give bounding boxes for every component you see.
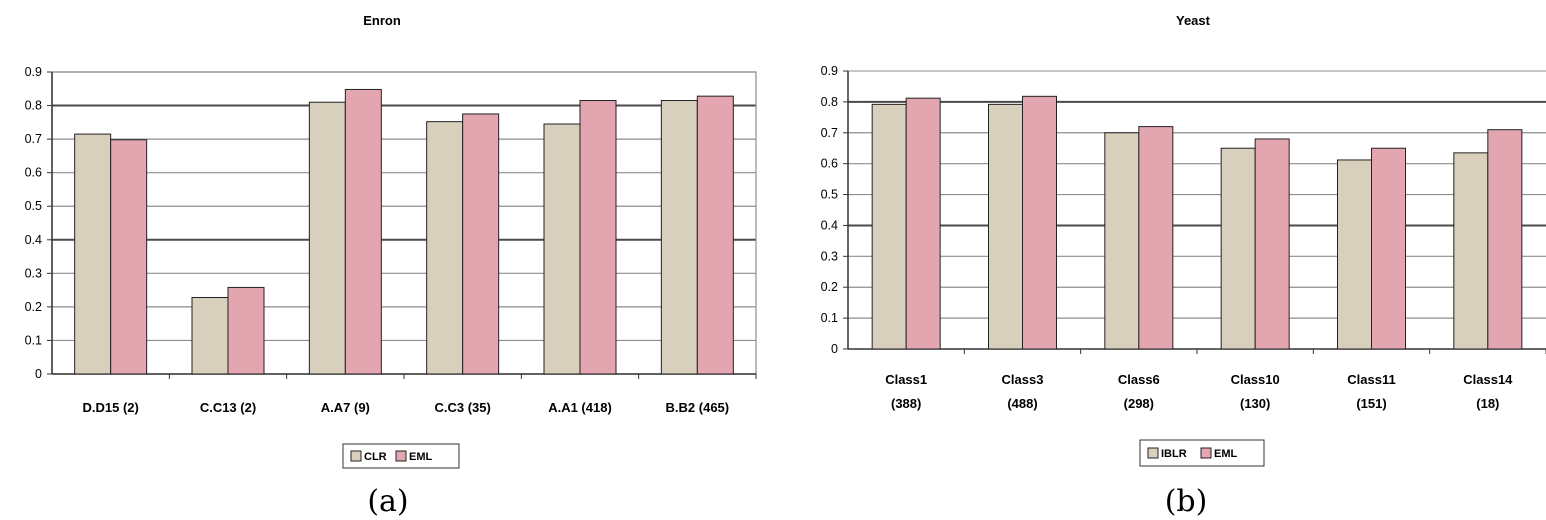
x-tick-label-line: A.A7 (9) <box>321 400 370 415</box>
legend-yeast: IBLR EML <box>1139 439 1265 467</box>
bar-iblr-1 <box>871 103 907 350</box>
y-tick-label: 0.8 <box>25 99 42 113</box>
bar-eml-4 <box>462 113 500 375</box>
legend-swatch-iblr <box>1147 447 1159 459</box>
y-tick-label: 0.1 <box>821 311 838 325</box>
x-tick-label: Class1 (388) <box>885 372 927 411</box>
legend-label-clr: CLR <box>364 451 387 463</box>
y-tick-label: 0 <box>35 367 42 381</box>
bar-clr-5 <box>543 123 581 375</box>
legend-label-eml: EML <box>1214 448 1238 460</box>
y-tick-label: 0.9 <box>25 65 42 79</box>
x-tick-label-line: Class11 <box>1347 372 1395 387</box>
x-tick-label: Class10 (130) <box>1231 372 1280 411</box>
x-tick-label-line: Class3 <box>1002 372 1044 387</box>
legend-label-iblr: IBLR <box>1161 448 1187 460</box>
x-tick-label: D.D15 (2) <box>82 400 138 415</box>
x-tick-label: Class6 (298) <box>1118 372 1160 411</box>
x-tick-label-line: B.B2 (465) <box>666 400 730 415</box>
y-tick-label: 0 <box>831 342 838 356</box>
bar-eml-2 <box>227 286 265 375</box>
y-tick-label: 0.2 <box>25 300 42 314</box>
bar-eml-5 <box>1371 147 1406 350</box>
bar-eml-2 <box>1022 95 1057 350</box>
y-tick-label: 0.3 <box>25 266 42 280</box>
y-tick-label: 0.4 <box>821 218 838 232</box>
x-tick-label-line: (298) <box>1124 396 1154 411</box>
bar-clr-3 <box>308 101 346 375</box>
bar-clr-2 <box>191 296 229 375</box>
legend-swatch-clr <box>350 450 362 462</box>
y-tick-label: 0.4 <box>25 233 42 247</box>
legend-swatch-eml <box>1200 447 1212 459</box>
y-tick-label: 0.1 <box>25 333 42 347</box>
bar-clr-4 <box>426 121 464 375</box>
bar-eml-1 <box>110 139 148 375</box>
x-tick-label-line: C.C13 (2) <box>200 400 256 415</box>
y-tick-label: 0.6 <box>821 157 838 171</box>
x-tick-label-line: Class14 <box>1463 372 1513 387</box>
x-tick-label-line: Class6 <box>1118 372 1160 387</box>
legend-swatch-eml <box>395 450 407 462</box>
y-tick-label: 0.6 <box>25 166 42 180</box>
bar-iblr-5 <box>1337 159 1372 350</box>
caption-a: (a) <box>367 484 408 519</box>
bar-eml-4 <box>1254 138 1290 350</box>
x-tick-label-line: (18) <box>1476 396 1499 411</box>
x-tick-label: Class14 (18) <box>1463 372 1513 411</box>
bar-clr-6 <box>660 100 698 375</box>
bar-eml-5 <box>579 100 617 375</box>
x-tick-label: A.A7 (9) <box>321 400 370 415</box>
x-tick-label-line: Class1 <box>885 372 927 387</box>
bar-eml-6 <box>1487 129 1523 350</box>
bar-iblr-2 <box>988 103 1023 350</box>
legend-enron: CLR EML <box>342 443 460 469</box>
x-tick-label: Class3 (488) <box>1002 372 1044 411</box>
x-tick-label: C.C3 (35) <box>434 400 490 415</box>
bar-clr-1 <box>74 133 112 375</box>
y-tick-label: 0.8 <box>821 95 838 109</box>
x-tick-label: Class11 (151) <box>1347 372 1395 411</box>
plot-frame <box>51 71 757 375</box>
x-tick-label-line: (488) <box>1007 396 1037 411</box>
x-tick-label-line: (130) <box>1240 396 1270 411</box>
bar-eml-3 <box>344 88 382 375</box>
x-tick-label: A.A1 (418) <box>548 400 612 415</box>
x-tick-label-line: A.A1 (418) <box>548 400 612 415</box>
y-tick-label: 0.7 <box>821 126 838 140</box>
y-tick-label: 0.3 <box>821 249 838 263</box>
x-tick-label: C.C13 (2) <box>200 400 256 415</box>
x-tick-label-line: (151) <box>1356 396 1386 411</box>
x-tick-label-line: (388) <box>891 396 921 411</box>
x-tick-label-line: C.C3 (35) <box>434 400 490 415</box>
y-tick-label: 0.5 <box>821 188 838 202</box>
y-tick-label: 0.9 <box>821 64 838 78</box>
chart-yeast: Yeast (b) 0 0.1 0.2 0.3 0.4 0.5 0.6 0.7 0.8 0.9 Cl… <box>821 13 1546 519</box>
y-tick-label: 0.5 <box>25 199 42 213</box>
bar-eml-1 <box>905 97 941 350</box>
chart-title-enron: Enron <box>363 13 401 28</box>
x-tick-label: B.B2 (465) <box>666 400 730 415</box>
bar-eml-6 <box>696 95 734 375</box>
chart-enron: Enron (a) 0 0.1 0.2 0.3 0.4 0.5 0.6 0.7 0.8 0.9 D.… <box>25 13 757 519</box>
y-tick-label: 0.2 <box>821 280 838 294</box>
chart-title-yeast: Yeast <box>1176 13 1211 28</box>
legend-label-eml: EML <box>409 451 433 463</box>
x-tick-label-line: Class10 <box>1231 372 1280 387</box>
bar-iblr-4 <box>1220 147 1256 350</box>
caption-b: (b) <box>1165 484 1208 519</box>
bar-iblr-6 <box>1453 152 1489 350</box>
bar-eml-3 <box>1138 126 1174 350</box>
x-tick-label-line: D.D15 (2) <box>82 400 138 415</box>
bar-iblr-3 <box>1104 132 1140 350</box>
y-tick-label: 0.7 <box>25 132 42 146</box>
